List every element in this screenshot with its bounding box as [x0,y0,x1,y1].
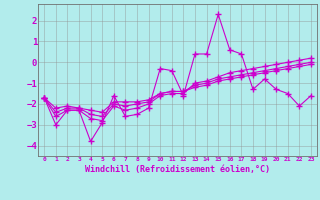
X-axis label: Windchill (Refroidissement éolien,°C): Windchill (Refroidissement éolien,°C) [85,165,270,174]
